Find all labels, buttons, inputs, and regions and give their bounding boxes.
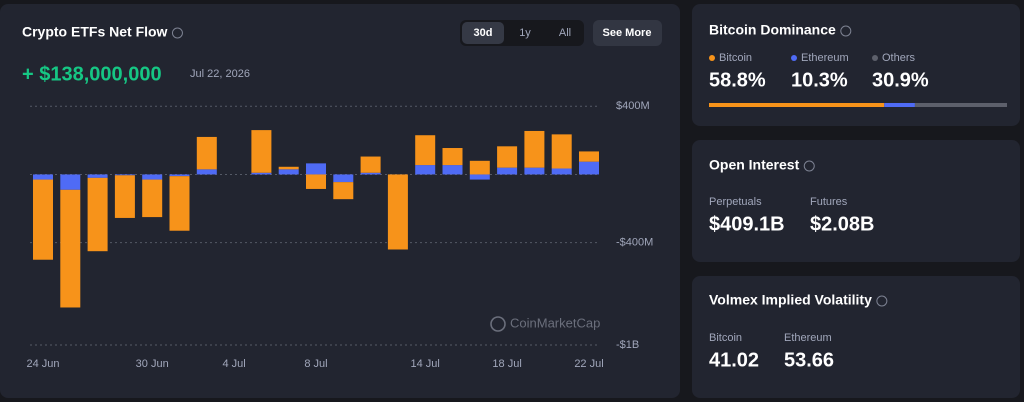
y-tick-label: -$400M — [616, 237, 653, 249]
bar-segment — [469, 174, 490, 180]
bar-segment — [251, 130, 272, 173]
bar-segment — [469, 160, 490, 175]
dominance-value: 58.8% — [709, 69, 766, 91]
metric-name: Futures — [810, 196, 848, 208]
metric-value: 53.66 — [784, 349, 834, 371]
bar-segment — [306, 163, 326, 175]
bar-segment — [415, 165, 436, 175]
y-tick-label: $400M — [616, 100, 650, 112]
dominance-bar — [914, 103, 1007, 107]
dominance-bar — [709, 103, 885, 107]
bar-segment — [33, 174, 53, 180]
see-more-button[interactable] — [593, 20, 662, 46]
x-tick-label: 14 Jul — [411, 358, 440, 370]
bar-segment — [333, 182, 354, 200]
legend-dot — [872, 55, 878, 61]
bar-segment — [278, 166, 299, 170]
bar-segment — [415, 135, 436, 166]
bar-segment — [142, 174, 163, 180]
bar-segment — [524, 167, 545, 175]
info-icon — [803, 160, 815, 172]
bar-segment — [87, 174, 108, 178]
bar-segment — [87, 177, 108, 252]
bar-segment — [114, 175, 135, 218]
bar-segment — [306, 174, 326, 189]
dominance-value: 10.3% — [791, 69, 848, 91]
metric-value: $2.08B — [810, 213, 875, 235]
bar-segment — [442, 148, 463, 166]
legend-name: Ethereum — [801, 52, 849, 64]
chart-title: Crypto ETFs Net Flow — [22, 24, 168, 40]
dominance-card — [692, 4, 1020, 126]
bar-segment — [497, 167, 518, 175]
bar-segment — [387, 174, 408, 250]
bar-segment — [142, 179, 163, 218]
y-tick-label: -$1B — [616, 339, 639, 351]
bar-segment — [360, 156, 381, 173]
open-interest-card — [692, 140, 1020, 262]
bar-segment — [169, 174, 190, 177]
info-icon — [171, 27, 183, 39]
bar-segment — [196, 136, 217, 170]
x-tick-label: 22 Jul — [574, 358, 603, 370]
bar-segment — [169, 176, 190, 231]
bar-segment — [196, 169, 217, 175]
volatility-title: Volmex Implied Volatility — [709, 292, 872, 308]
watermark-logo — [490, 316, 506, 332]
legend-dot — [791, 55, 797, 61]
bar-segment — [60, 189, 81, 308]
range-button-active[interactable] — [462, 22, 504, 44]
metric-value: $409.1B — [709, 213, 785, 235]
range-button[interactable]: 30d — [474, 27, 493, 39]
see-more-label[interactable]: See More — [603, 27, 652, 39]
volatility-card — [692, 276, 1020, 398]
x-tick-label: 30 Jun — [136, 358, 169, 370]
metric-name: Bitcoin — [709, 332, 742, 344]
x-tick-label: 4 Jul — [222, 358, 245, 370]
x-tick-label: 8 Jul — [304, 358, 327, 370]
metric-name: Ethereum — [784, 332, 832, 344]
dominance-bar — [884, 103, 915, 107]
legend-dot — [709, 55, 715, 61]
dominance-value: 30.9% — [872, 69, 929, 91]
bar-segment — [524, 130, 545, 168]
bar-segment — [551, 134, 572, 169]
range-button[interactable]: All — [559, 27, 571, 39]
bar-segment — [442, 165, 463, 175]
bar-segment — [251, 172, 272, 175]
headline-date: Jul 22, 2026 — [190, 68, 250, 80]
legend-name: Bitcoin — [719, 52, 752, 64]
metric-name: Perpetuals — [709, 196, 762, 208]
bar-segment — [497, 146, 518, 168]
dominance-title: Bitcoin Dominance — [709, 22, 836, 38]
bar-segment — [33, 179, 53, 260]
open-interest-title: Open Interest — [709, 157, 800, 173]
watermark: CoinMarketCap — [510, 315, 600, 330]
bar-segment — [360, 172, 381, 175]
legend-name: Others — [882, 52, 916, 64]
headline: + $138,000,000 — [22, 63, 162, 85]
bar-segment — [278, 169, 299, 175]
info-icon — [876, 295, 888, 307]
x-tick-label: 18 Jul — [492, 358, 521, 370]
bar-segment — [333, 174, 354, 183]
bar-segment — [60, 174, 81, 190]
etf-panel — [0, 4, 680, 398]
bar-segment — [551, 168, 572, 175]
metric-value: 41.02 — [709, 349, 759, 371]
x-tick-label: 24 Jun — [26, 358, 59, 370]
info-icon — [840, 25, 852, 37]
bar-segment — [579, 151, 599, 162]
range-button[interactable]: 1y — [519, 27, 531, 39]
bar-segment — [114, 174, 135, 176]
bar-segment — [579, 161, 599, 175]
